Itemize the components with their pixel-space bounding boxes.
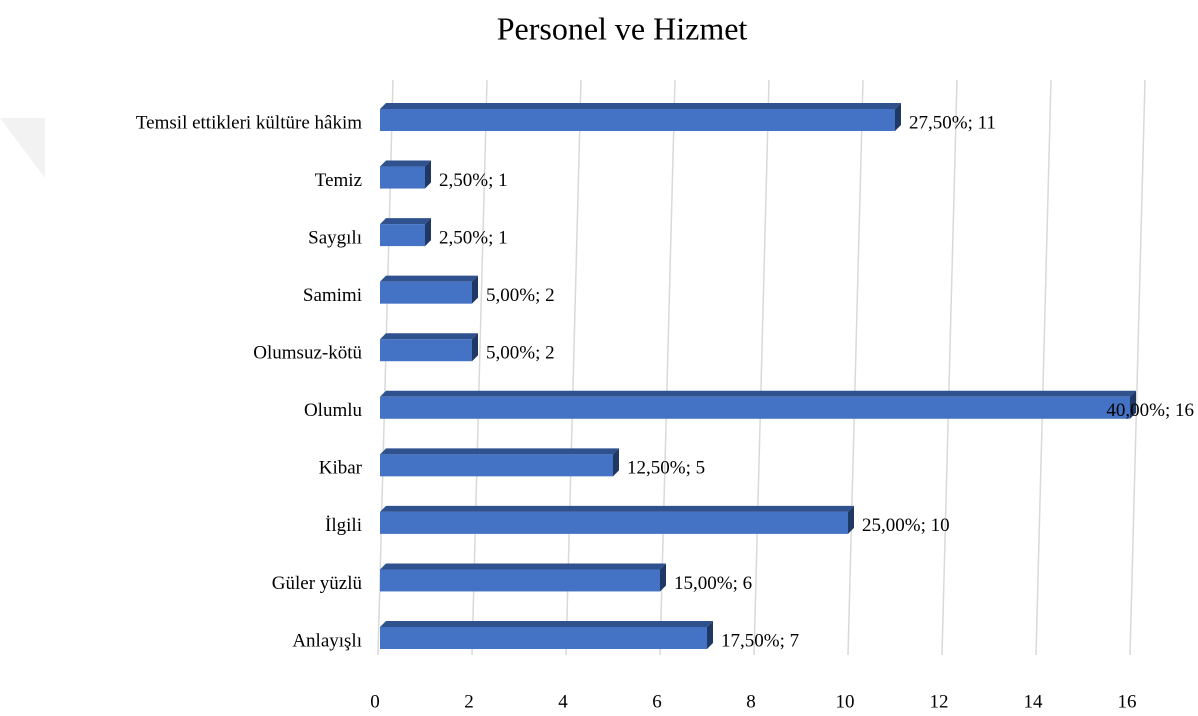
data-label: 27,50%; 11 bbox=[909, 112, 996, 133]
data-label: 17,50%; 7 bbox=[721, 630, 799, 651]
y-tick-label: Samimi bbox=[303, 285, 362, 306]
x-tick-label: 14 bbox=[1024, 691, 1044, 712]
x-tick-label: 16 bbox=[1118, 691, 1137, 712]
grid-line bbox=[1129, 79, 1146, 656]
grid-line bbox=[847, 79, 864, 656]
y-tick-label: Saygılı bbox=[308, 227, 362, 248]
bar-side bbox=[895, 103, 901, 131]
data-label: 5,00%; 2 bbox=[486, 285, 555, 306]
data-label: 2,50%; 1 bbox=[439, 170, 508, 191]
bar-side bbox=[848, 505, 854, 534]
bar-top bbox=[380, 621, 713, 627]
bar-side bbox=[472, 275, 478, 304]
y-tick-label: Kibar bbox=[319, 458, 363, 479]
bar-top bbox=[380, 275, 478, 282]
bar bbox=[380, 627, 707, 649]
y-tick-label: Anlayışlı bbox=[292, 630, 362, 651]
bar-side bbox=[1130, 390, 1136, 419]
grid-line bbox=[941, 79, 958, 656]
x-tick-label: 0 bbox=[370, 691, 380, 712]
x-tick-label: 6 bbox=[652, 691, 662, 712]
grid-line bbox=[753, 79, 770, 656]
x-tick-label: 10 bbox=[836, 691, 855, 712]
y-tick-label: Temiz bbox=[315, 170, 362, 191]
data-label: 2,50%; 1 bbox=[439, 227, 508, 248]
data-label: 15,00%; 6 bbox=[674, 573, 752, 594]
y-tick-label: Güler yüzlü bbox=[272, 573, 363, 594]
bar-top bbox=[380, 563, 666, 570]
bar-top bbox=[380, 103, 901, 109]
grid-line bbox=[659, 79, 676, 656]
data-label: 25,00%; 10 bbox=[862, 515, 950, 536]
chart-title: Personel ve Hizmet bbox=[497, 10, 748, 46]
x-tick-label: 12 bbox=[930, 691, 949, 712]
bar-top bbox=[380, 218, 431, 225]
y-tick-label: Olumsuz-kötü bbox=[253, 343, 362, 364]
y-tick-label: Olumlu bbox=[304, 400, 363, 421]
bar bbox=[380, 511, 848, 534]
grid-line bbox=[565, 79, 582, 656]
bar bbox=[380, 224, 425, 247]
bar bbox=[380, 569, 660, 592]
bar bbox=[380, 454, 613, 477]
bar-top bbox=[380, 333, 478, 340]
bar-side bbox=[472, 333, 478, 362]
x-tick-label: 8 bbox=[746, 691, 756, 712]
grid-line bbox=[1035, 79, 1052, 656]
bar bbox=[380, 281, 472, 304]
x-tick-label: 2 bbox=[464, 691, 474, 712]
bar-side bbox=[707, 621, 713, 649]
bar bbox=[380, 396, 1130, 419]
bar bbox=[380, 339, 472, 362]
x-tick-label: 4 bbox=[558, 691, 568, 712]
bar-top bbox=[380, 448, 619, 455]
bar-side bbox=[425, 160, 431, 189]
bar-top bbox=[380, 390, 1136, 397]
bar-top bbox=[380, 160, 431, 167]
y-tick-label: İlgili bbox=[325, 515, 362, 536]
bar-side bbox=[613, 448, 619, 477]
bar-top bbox=[380, 505, 854, 512]
watermark bbox=[0, 118, 45, 178]
data-label: 12,50%; 5 bbox=[627, 458, 705, 479]
bar bbox=[380, 109, 895, 131]
data-label: 5,00%; 2 bbox=[486, 343, 555, 364]
bar-side bbox=[425, 218, 431, 247]
bar-side bbox=[660, 563, 666, 592]
data-label: 40,00%; 16 bbox=[1106, 400, 1194, 421]
bar bbox=[380, 166, 425, 189]
grid-line bbox=[471, 79, 488, 656]
y-tick-label: Temsil ettikleri kültüre hâkim bbox=[136, 112, 362, 133]
